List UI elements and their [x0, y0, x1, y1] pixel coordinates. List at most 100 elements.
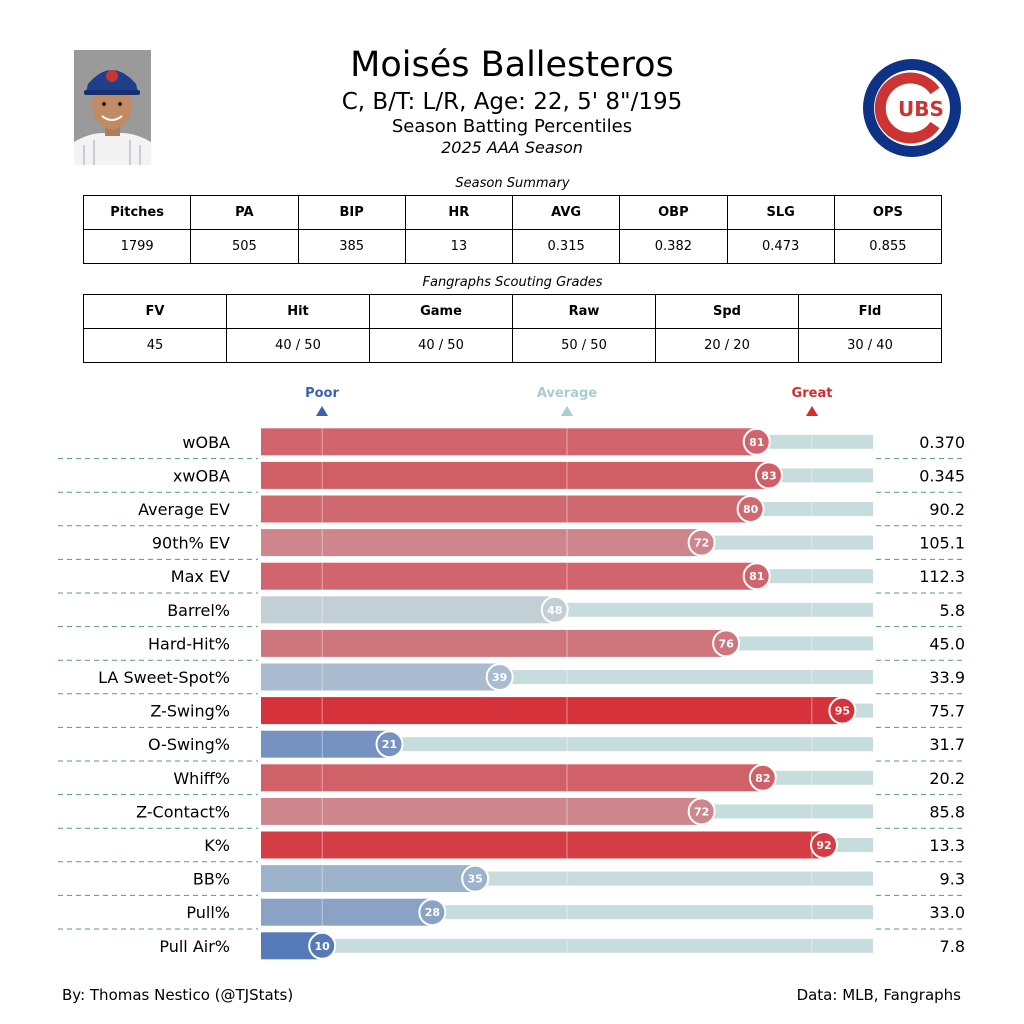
metric-label: BB%	[193, 870, 230, 889]
percentile-marker	[748, 763, 777, 792]
percentile-label: 83	[761, 469, 776, 482]
grades-header: Fld	[798, 294, 942, 329]
scouting-grades-table: FV Hit Game Raw Spd Fld 45 40 / 50 40 / …	[83, 294, 942, 363]
percentile-label: 35	[468, 873, 483, 886]
percentile-bar	[261, 663, 500, 691]
metric-label: Barrel%	[167, 601, 230, 620]
metric-label: O-Swing%	[148, 735, 230, 754]
summary-header: OBP	[619, 195, 728, 230]
percentile-bar	[261, 495, 751, 523]
percentile-label: 21	[382, 738, 397, 751]
metric-value: 45.0	[929, 634, 965, 653]
player-headshot	[74, 50, 151, 165]
source-text: Data: MLB, Fangraphs	[796, 986, 961, 1004]
percentile-label: 28	[425, 906, 440, 919]
percentile-label: 92	[816, 839, 831, 852]
metric-value: 90.2	[929, 500, 965, 519]
metric-value: 0.370	[919, 433, 965, 452]
metric-label: 90th% EV	[152, 534, 230, 553]
summary-header: HR	[404, 195, 514, 230]
metric-label: Whiff%	[173, 769, 230, 788]
percentile-bar	[261, 865, 476, 893]
percentile-label: 10	[315, 940, 331, 953]
scale-great-triangle-icon	[806, 406, 818, 416]
summary-header: AVG	[511, 195, 621, 230]
metric-label: Pull Air%	[159, 937, 230, 956]
logo-wordmark: UBS	[898, 97, 944, 121]
percentile-bar	[261, 697, 843, 725]
bar-track	[261, 737, 873, 752]
percentile-bar	[261, 898, 433, 926]
summary-value-row: 1799 505 385 13 0.315 0.382 0.473 0.855	[82, 229, 943, 264]
percentile-marker	[712, 629, 741, 658]
grades-value: 50 / 50	[512, 328, 656, 363]
grades-header: FV	[83, 294, 227, 329]
metric-value: 33.0	[929, 903, 965, 922]
scale-average-label: Average	[536, 386, 598, 401]
summary-value: 0.315	[511, 229, 621, 264]
summary-title: Season Summary	[455, 176, 570, 191]
metric-label: K%	[204, 836, 230, 855]
metric-value: 31.7	[929, 735, 965, 754]
percentile-marker	[540, 595, 569, 624]
percentile-marker	[308, 931, 337, 960]
metric-value: 105.1	[919, 534, 965, 553]
metric-row: Max EV 112.3	[58, 562, 965, 594]
percentile-marker	[461, 864, 490, 893]
grades-header: Spd	[655, 294, 799, 329]
metric-row: 90th% EV 105.1	[58, 529, 965, 560]
summary-value: 1799	[82, 229, 192, 264]
metric-label: Max EV	[171, 567, 230, 586]
percentile-bar	[261, 461, 769, 489]
percentile-marker	[742, 562, 771, 591]
grades-value: 30 / 40	[798, 328, 942, 363]
summary-header: PA	[190, 195, 299, 230]
grades-header-row: FV Hit Game Raw Spd Fld	[83, 294, 942, 329]
metric-value: 7.8	[940, 937, 965, 956]
percentile-label: 39	[492, 671, 507, 684]
metric-row: Z-Contact% 85.8	[58, 797, 965, 829]
grades-title: Fangraphs Scouting Grades	[422, 275, 603, 290]
percentile-bar	[261, 629, 727, 657]
metric-value: 13.3	[929, 836, 965, 855]
season-summary-table: Pitches PA BIP HR AVG OBP SLG OPS 1799 5…	[82, 195, 943, 264]
metric-label: Z-Contact%	[136, 802, 230, 821]
summary-header: OPS	[833, 195, 943, 230]
metric-row: xwOBA 0.345	[58, 461, 965, 493]
percentile-label: 48	[547, 604, 562, 617]
percentile-marker	[828, 696, 857, 725]
metric-row: Pull Air% 7.8	[159, 932, 965, 960]
summary-header: BIP	[297, 195, 406, 230]
percentile-marker	[754, 461, 783, 490]
metric-row: LA Sweet-Spot% 33.9	[58, 663, 965, 695]
metric-row: K% 13.3	[58, 831, 965, 863]
summary-header-row: Pitches PA BIP HR AVG OBP SLG OPS	[82, 195, 943, 230]
summary-value: 505	[190, 229, 299, 264]
summary-value: 385	[297, 229, 406, 264]
percentile-label: 81	[749, 570, 764, 583]
scale-poor-triangle-icon	[316, 406, 328, 416]
summary-header: SLG	[726, 195, 835, 230]
summary-value: 0.855	[833, 229, 943, 264]
percentile-bar	[261, 428, 757, 456]
scale-great-label: Great	[791, 386, 833, 401]
metric-label: Z-Swing%	[150, 702, 230, 721]
grades-value: 45	[83, 328, 227, 363]
percentile-marker	[687, 797, 716, 826]
metric-value: 0.345	[919, 466, 965, 485]
percentile-label: 82	[755, 772, 770, 785]
percentile-marker	[736, 495, 765, 523]
summary-value: 0.382	[619, 229, 728, 264]
percentile-label: 81	[749, 436, 764, 449]
metric-value: 9.3	[940, 870, 965, 889]
percentile-label: 72	[694, 805, 709, 818]
percentile-bar	[261, 831, 825, 859]
grades-value: 40 / 50	[369, 328, 513, 363]
percentile-marker	[742, 427, 771, 456]
metric-value: 20.2	[929, 769, 965, 788]
percentile-label: 80	[743, 503, 759, 516]
metric-row: Whiff% 20.2	[58, 764, 965, 796]
percentile-marker	[418, 898, 447, 927]
metric-label: xwOBA	[173, 466, 230, 485]
metric-label: LA Sweet-Spot%	[98, 668, 230, 687]
